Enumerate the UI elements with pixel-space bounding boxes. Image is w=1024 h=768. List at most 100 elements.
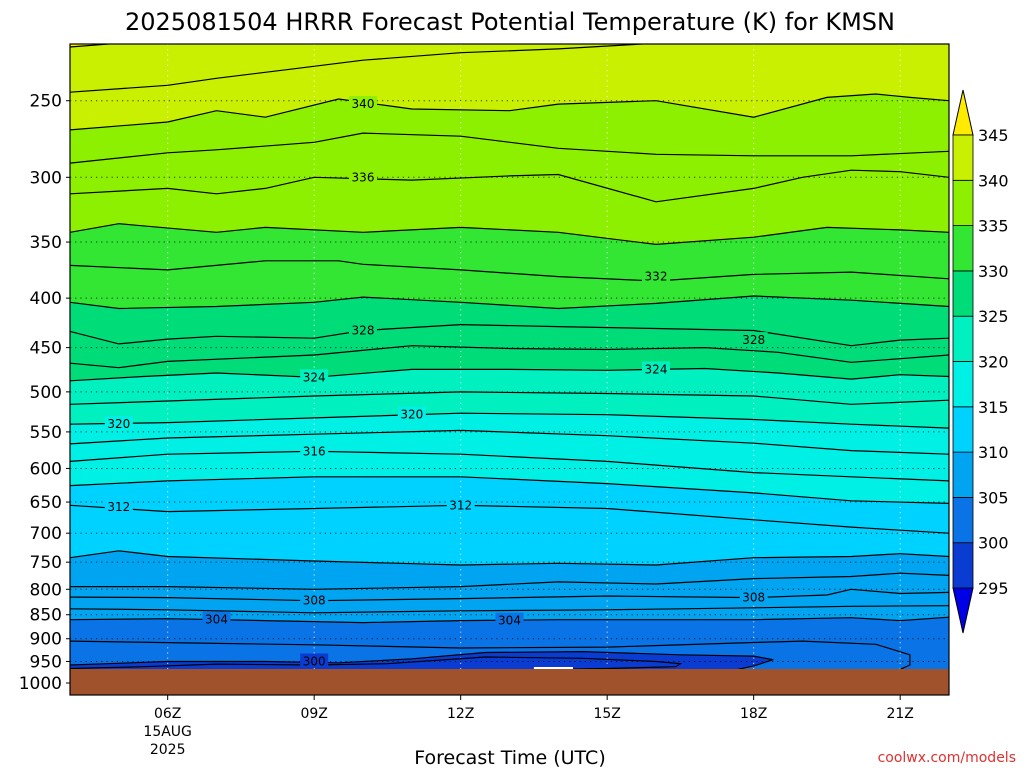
colorbar-label: 330 [978, 262, 1009, 281]
colorbar-label: 325 [978, 307, 1009, 326]
x-tick-label: 18Z [740, 706, 767, 722]
contour-label: 308 [303, 594, 326, 608]
contour-label: 304 [498, 614, 521, 628]
colorbar-segment [952, 270, 974, 317]
contour-label: 304 [205, 613, 228, 627]
contour-324 [70, 367, 949, 382]
contour-label: 300 [303, 654, 326, 668]
colorbar-segment [952, 315, 974, 362]
y-tick-label: 1000 [19, 674, 62, 694]
contour-310 [70, 572, 949, 590]
colorbar-label: 310 [978, 443, 1009, 462]
y-tick-label: 600 [30, 459, 62, 479]
x-tick-label: 21Z [886, 706, 913, 722]
contour-308 [70, 588, 949, 602]
y-tick-label: 900 [30, 630, 62, 650]
contour-304 [70, 616, 949, 624]
contour-302 [70, 640, 911, 670]
colorbar-segment [952, 361, 974, 408]
contour-label-bg [104, 499, 133, 514]
temperature-fill [70, 44, 949, 695]
contour-322 [70, 391, 949, 405]
contour-label: 324 [645, 362, 668, 376]
contour-318 [70, 429, 949, 455]
colorbar-extend-high [952, 89, 974, 136]
x-tick-year: 2025 [150, 742, 186, 758]
contour-label-bg [397, 406, 426, 421]
contour-label-bg [739, 332, 768, 347]
contour-306 [70, 605, 949, 614]
contour-label: 328 [352, 323, 375, 337]
contour-label: 336 [352, 170, 375, 184]
contour-label-bg [300, 592, 329, 607]
y-tick-label: 250 [30, 92, 62, 112]
colorbar-segment [952, 496, 974, 544]
colorbar-label: 300 [978, 534, 1009, 553]
contour-label: 332 [645, 270, 668, 284]
contour-label-bg [300, 443, 329, 458]
contour-316 [70, 450, 949, 482]
colorbar-label: 345 [978, 126, 1009, 145]
y-tick-label: 450 [30, 339, 62, 359]
x-axis: 06Z 15AUG 2025 09Z 12Z 15Z 18Z 21Z [143, 695, 914, 758]
contour-label-bg [349, 96, 377, 111]
contour-label: 328 [742, 333, 765, 347]
y-axis: 250 300 350 400 450 500 550 600 650 700 750 800 850 9… [19, 92, 70, 694]
colorbar-label: 315 [978, 398, 1009, 417]
contour-326 [70, 345, 949, 369]
colorbar: 295 300 305 310 315 320 325 330 335 340 345 [952, 89, 1009, 634]
y-tick-label: 750 [30, 553, 62, 573]
x-tick-label: 15Z [593, 706, 620, 722]
contour-312 [70, 504, 949, 534]
contour-label: 312 [107, 500, 130, 514]
y-tick-label: 400 [30, 289, 62, 309]
x-axis-label: Forecast Time (UTC) [414, 747, 605, 768]
contour-320 [70, 412, 949, 429]
x-tick-label: 12Z [447, 706, 474, 722]
colorbar-segment [952, 542, 974, 589]
chart-title: 2025081504 HRRR Forecast Potential Tempe… [125, 8, 895, 36]
contour-label-bg [495, 612, 524, 627]
contour-label-bg [300, 369, 329, 384]
contour-labels: 340 336 332 328 328 324 324 320 320 316 312 312 308 3… [104, 96, 768, 668]
colorbar-segment [952, 451, 974, 498]
y-tick-label: 350 [30, 233, 62, 253]
contour-334 [70, 223, 949, 246]
colorbar-segment [952, 134, 974, 181]
colorbar-extend-low [952, 587, 974, 634]
y-tick-label: 700 [30, 524, 62, 544]
y-tick-label: 950 [30, 652, 62, 672]
colorbar-label: 305 [978, 488, 1009, 507]
contour-label: 308 [742, 591, 765, 605]
contour-300 [70, 650, 774, 671]
contour-label-bg [202, 611, 231, 626]
y-tick-label: 550 [30, 423, 62, 443]
contour-label-bg [349, 169, 377, 184]
colorbar-label: 320 [978, 353, 1009, 372]
contour-label-bg [739, 589, 768, 604]
contour-label: 340 [352, 97, 375, 111]
y-tick-label: 300 [30, 168, 62, 188]
colorbar-label: 340 [978, 171, 1009, 190]
contour-label-bg [446, 497, 475, 512]
x-tick-label: 09Z [300, 706, 327, 722]
contour-label: 316 [303, 444, 326, 458]
contour-label: 320 [400, 408, 423, 422]
contour-label: 320 [107, 417, 130, 431]
contour-310.5 [70, 550, 949, 566]
contour-340 [70, 93, 949, 131]
contour-332 [70, 260, 949, 282]
contour-336 [70, 169, 949, 203]
y-tick-label: 650 [30, 493, 62, 513]
contour-330 [70, 295, 949, 310]
contour-label-bg [349, 322, 377, 337]
y-tick-label: 850 [30, 606, 62, 626]
colorbar-segment [952, 179, 974, 227]
colorbar-label: 335 [978, 217, 1009, 236]
contour-label: 312 [449, 498, 472, 512]
y-tick-label: 800 [30, 580, 62, 600]
contour-328 [70, 323, 949, 347]
colorbar-segment [952, 225, 974, 272]
ground-surface [70, 669, 949, 695]
